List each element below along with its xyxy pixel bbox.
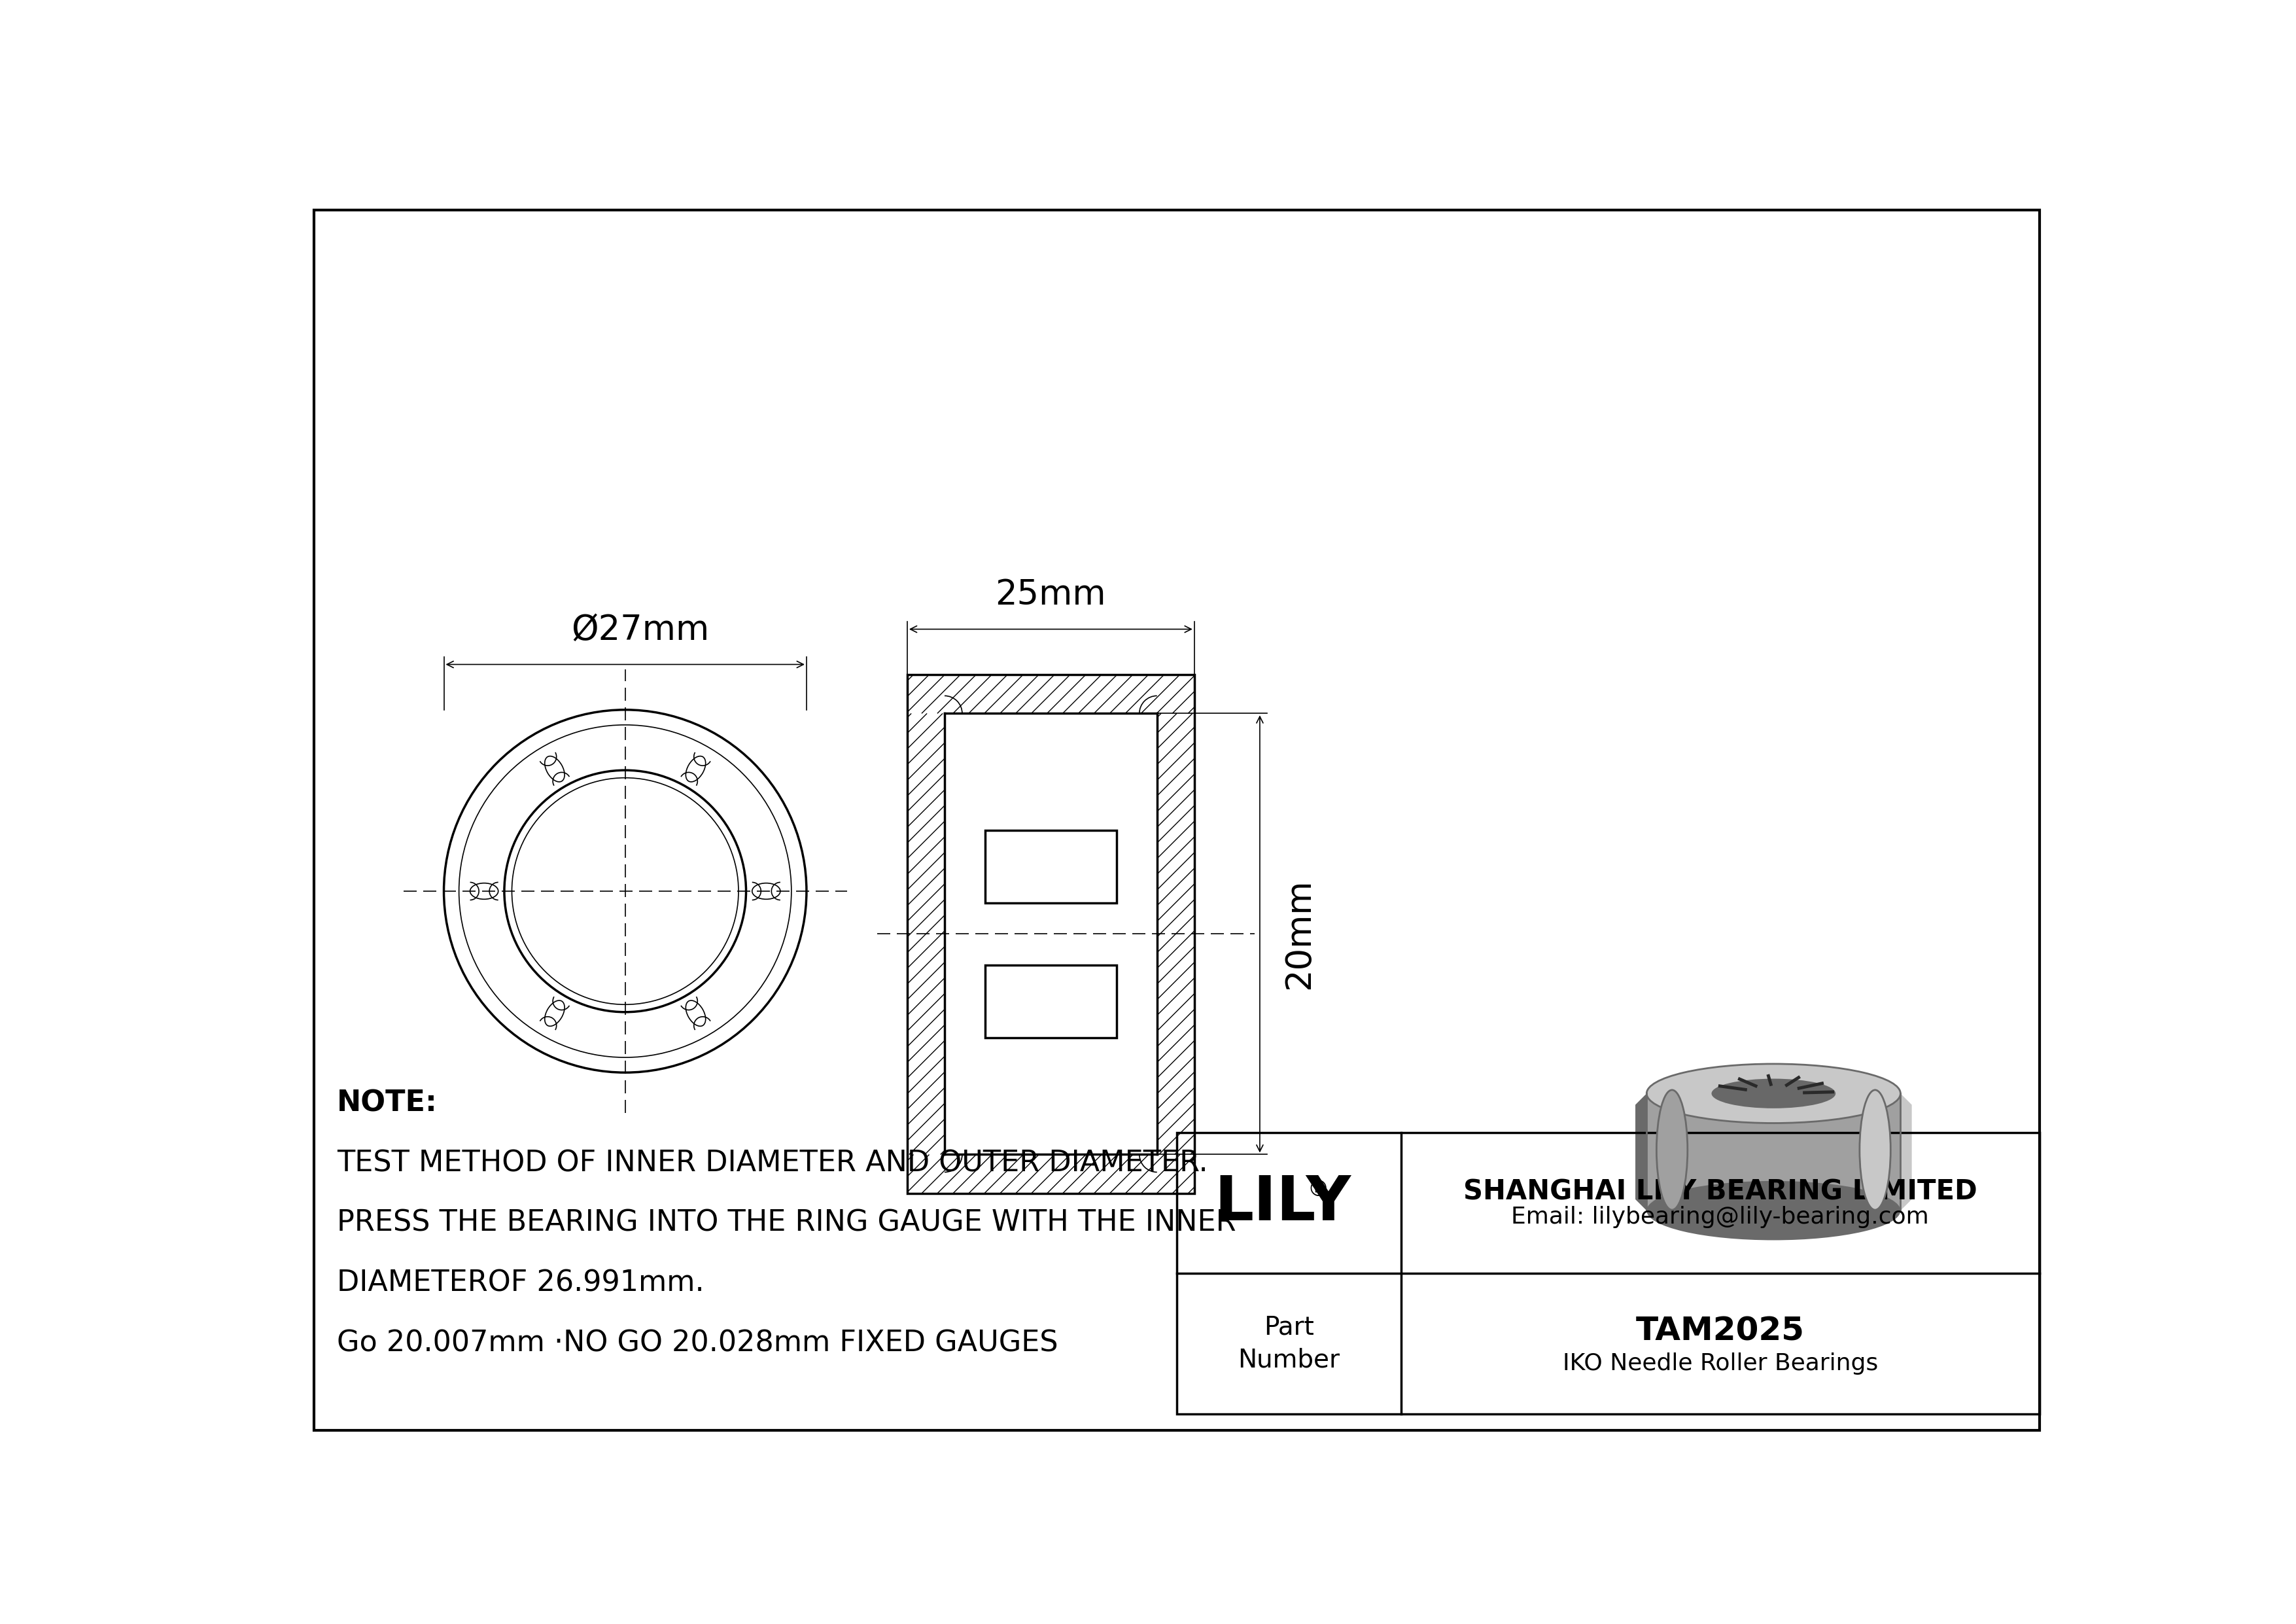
Text: Go 20.007mm ·NO GO 20.028mm FIXED GAUGES: Go 20.007mm ·NO GO 20.028mm FIXED GAUGES — [338, 1328, 1058, 1358]
Ellipse shape — [1711, 1078, 1835, 1108]
Ellipse shape — [1646, 1181, 1901, 1241]
Text: SHANGHAI LILY BEARING LIMITED: SHANGHAI LILY BEARING LIMITED — [1463, 1179, 1977, 1205]
Polygon shape — [1901, 1093, 1913, 1210]
Text: ®: ® — [1306, 1179, 1329, 1200]
Text: TAM2025: TAM2025 — [1635, 1315, 1805, 1346]
Text: TEST METHOD OF INNER DIAMETER AND OUTER DIAMETER.: TEST METHOD OF INNER DIAMETER AND OUTER … — [338, 1150, 1208, 1177]
Text: LILY: LILY — [1215, 1173, 1352, 1233]
Ellipse shape — [1646, 1064, 1901, 1124]
Text: PRESS THE BEARING INTO THE RING GAUGE WITH THE INNER: PRESS THE BEARING INTO THE RING GAUGE WI… — [338, 1208, 1235, 1237]
Text: Email: lilybearing@lily-bearing.com: Email: lilybearing@lily-bearing.com — [1511, 1207, 1929, 1228]
Polygon shape — [1646, 1093, 1901, 1210]
Text: Ø27mm: Ø27mm — [572, 612, 709, 646]
Text: 25mm: 25mm — [994, 578, 1107, 612]
Text: Part
Number: Part Number — [1238, 1315, 1341, 1372]
Text: DIAMETEROF 26.991mm.: DIAMETEROF 26.991mm. — [338, 1268, 705, 1298]
Text: NOTE:: NOTE: — [338, 1090, 439, 1117]
Text: IKO Needle Roller Bearings: IKO Needle Roller Bearings — [1564, 1353, 1878, 1376]
Text: 20mm: 20mm — [1283, 879, 1316, 989]
Polygon shape — [1635, 1093, 1646, 1210]
Ellipse shape — [1655, 1090, 1688, 1210]
Ellipse shape — [1860, 1090, 1890, 1210]
